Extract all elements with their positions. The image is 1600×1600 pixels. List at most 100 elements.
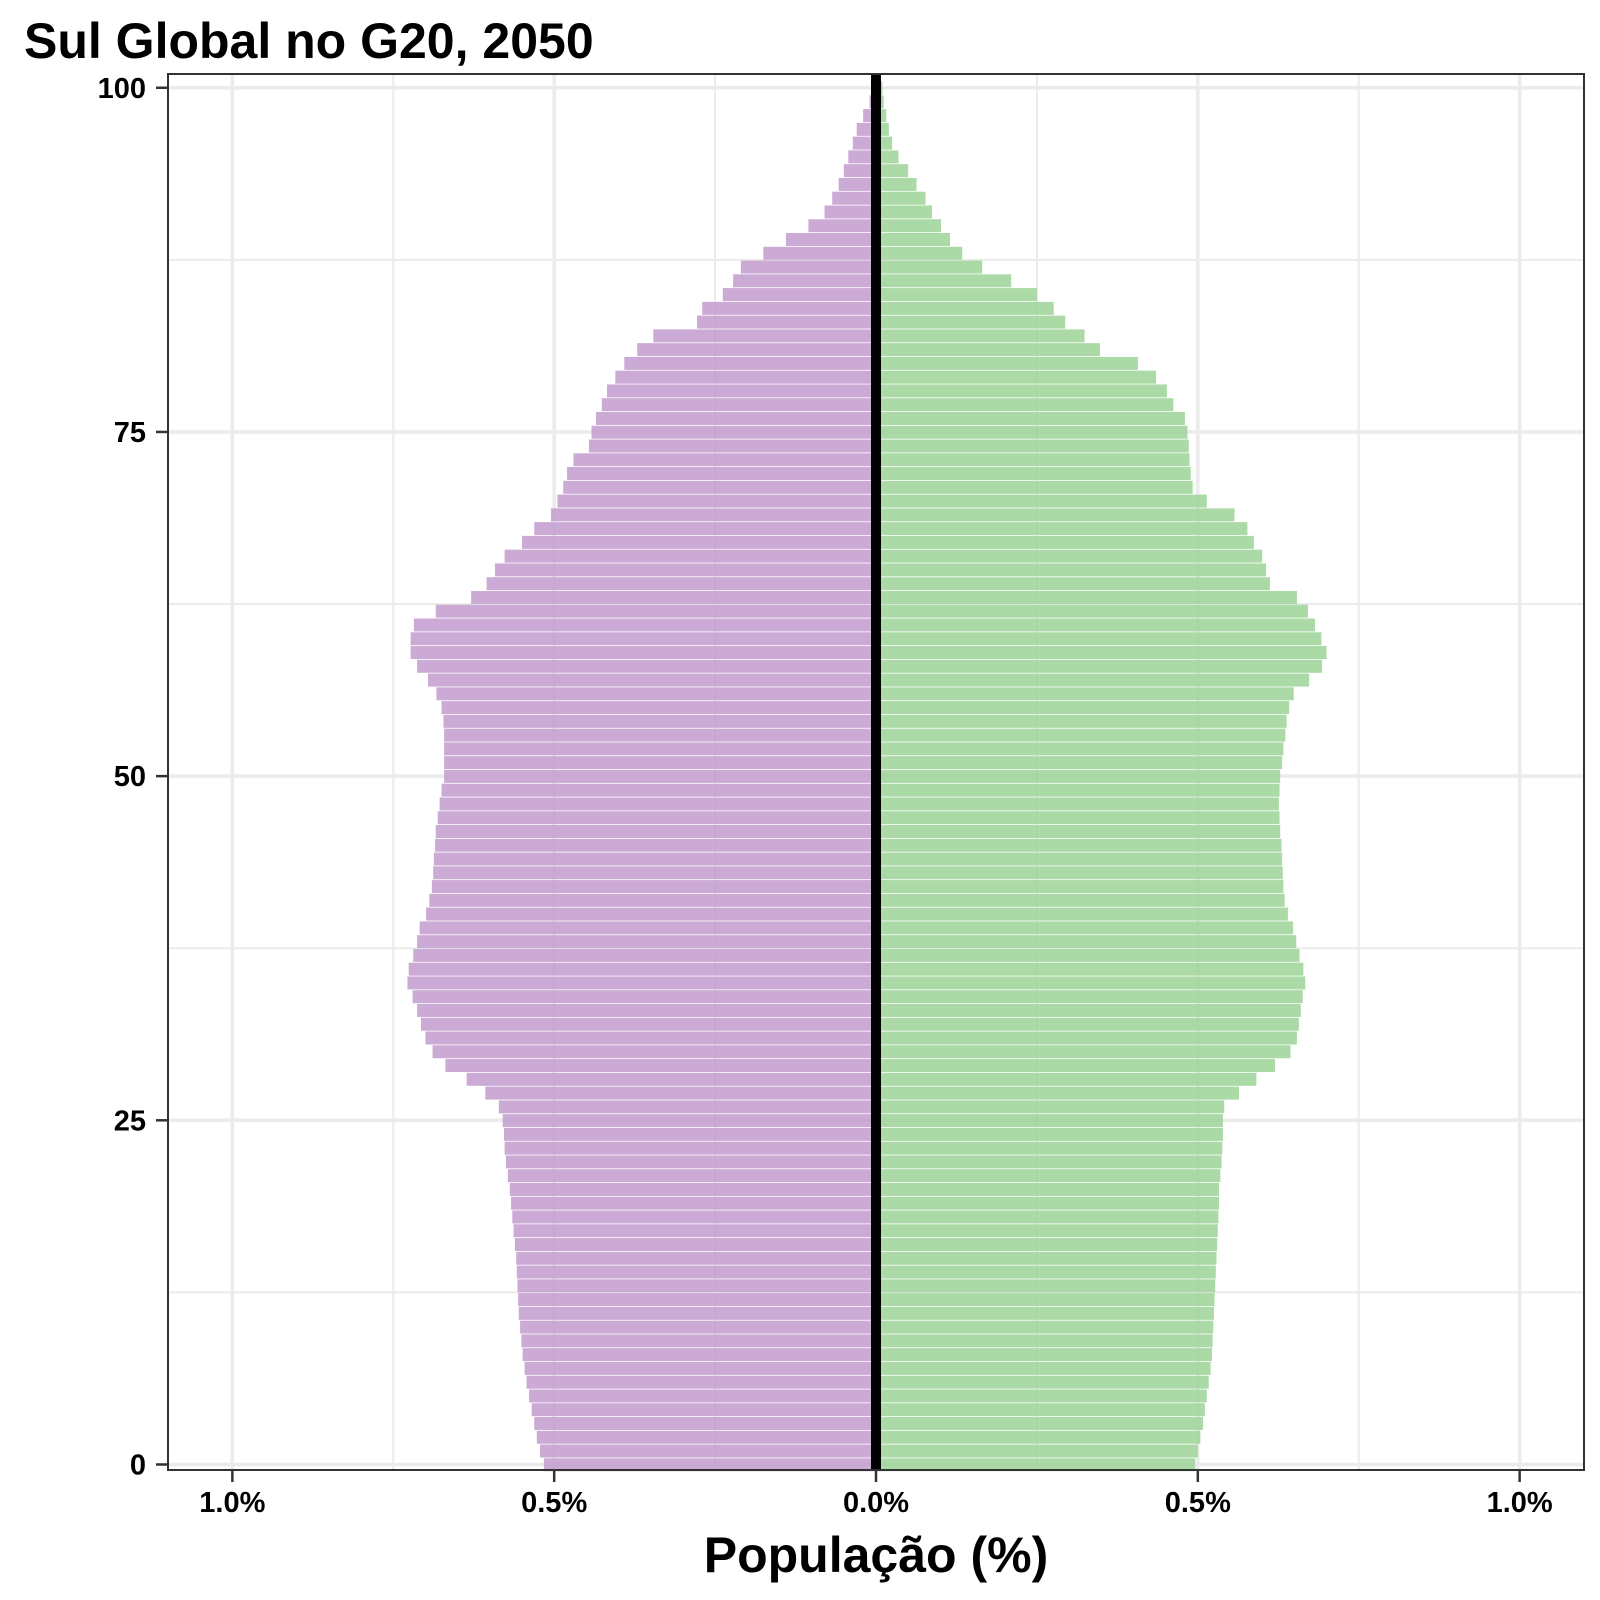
x-tick-label: 0.5%	[521, 1487, 587, 1519]
left-bar-age-16	[514, 1238, 876, 1252]
left-bar-age-40	[426, 907, 876, 921]
right-bar-age-28	[876, 1072, 1257, 1086]
right-bar-age-47	[876, 811, 1280, 825]
left-bar-age-93	[838, 177, 876, 191]
right-bar-age-94	[876, 164, 909, 178]
right-bar-age-32	[876, 1017, 1299, 1031]
left-bar-age-96	[852, 136, 876, 150]
left-bar-age-31	[425, 1031, 876, 1045]
right-bar-age-22	[876, 1155, 1222, 1169]
right-bar-age-0	[876, 1458, 1196, 1472]
right-bar-age-73	[876, 453, 1190, 467]
right-bar-age-30	[876, 1045, 1291, 1059]
left-bar-age-29	[445, 1059, 876, 1073]
right-bar-age-74	[876, 439, 1189, 453]
left-bar-age-89	[785, 233, 876, 247]
left-bar-age-83	[697, 315, 876, 329]
left-bar-age-26	[498, 1100, 876, 1114]
left-bar-age-65	[494, 563, 876, 577]
right-bar-age-25	[876, 1114, 1223, 1128]
left-bar-age-67	[522, 535, 876, 549]
right-bar-age-36	[876, 962, 1304, 976]
left-bar-age-47	[437, 811, 876, 825]
right-bar-age-50	[876, 769, 1281, 783]
right-bar-age-13	[876, 1279, 1216, 1293]
left-bar-age-6	[526, 1375, 876, 1389]
left-bar-age-76	[596, 411, 876, 425]
right-bar-age-15	[876, 1251, 1217, 1265]
right-bar-age-7	[876, 1361, 1211, 1375]
left-bar-age-84	[702, 301, 876, 315]
y-tick-label: 100	[98, 73, 146, 105]
right-bar-age-46	[876, 825, 1281, 838]
right-bar-age-78	[876, 384, 1167, 398]
left-bar-age-79	[615, 370, 876, 384]
left-bar-age-38	[417, 935, 876, 949]
right-bar-age-58	[876, 659, 1323, 673]
right-bar-age-33	[876, 1003, 1301, 1017]
left-bar-age-30	[432, 1045, 876, 1059]
right-bar-age-88	[876, 246, 963, 260]
left-bar-age-87	[740, 260, 876, 274]
left-bar-age-61	[413, 618, 876, 632]
x-axis-title: População (%)	[704, 1527, 1048, 1583]
left-bar-age-58	[417, 659, 876, 673]
left-bar-age-3	[534, 1416, 876, 1430]
right-bar-age-54	[876, 714, 1287, 728]
left-bar-age-72	[567, 467, 876, 481]
right-bar-age-71	[876, 480, 1193, 494]
right-bar-age-81	[876, 343, 1100, 357]
right-bar-age-11	[876, 1306, 1214, 1320]
right-bar-age-4	[876, 1403, 1205, 1417]
left-bar-age-10	[520, 1320, 876, 1334]
right-bar-age-2	[876, 1430, 1201, 1444]
right-bar-age-66	[876, 549, 1263, 563]
right-bar-age-80	[876, 356, 1138, 370]
left-bar-age-35	[407, 976, 876, 990]
right-bar-age-85	[876, 288, 1037, 302]
right-bar-age-9	[876, 1334, 1213, 1348]
left-bar-age-13	[517, 1279, 876, 1293]
right-bar-age-17	[876, 1224, 1218, 1238]
chart-title: Sul Global no G20, 2050	[24, 13, 594, 69]
left-bar-age-69	[550, 508, 876, 522]
right-bar-age-31	[876, 1031, 1297, 1045]
left-bar-age-20	[509, 1182, 876, 1196]
right-bar-age-90	[876, 219, 942, 233]
right-bar-age-42	[876, 880, 1284, 894]
left-bar-age-94	[843, 164, 876, 178]
axes: 0 25 50 75 100 1.0% 0.5% 0.0% 0.5% 1.0%	[98, 73, 1553, 1519]
right-bar-age-44	[876, 852, 1283, 866]
right-bar-age-51	[876, 756, 1283, 770]
left-bar-age-33	[417, 1003, 876, 1017]
right-bar-age-86	[876, 274, 1012, 288]
left-bar-age-52	[444, 742, 876, 756]
left-bar-age-37	[413, 948, 876, 962]
right-bar-age-14	[876, 1265, 1216, 1279]
right-bar-age-68	[876, 522, 1248, 536]
right-bar-age-18	[876, 1210, 1219, 1224]
right-bar-age-38	[876, 935, 1297, 949]
left-bar-age-73	[573, 453, 876, 467]
left-bar-age-49	[441, 783, 876, 797]
right-bar-age-77	[876, 398, 1174, 412]
left-bar-age-60	[410, 632, 876, 646]
left-bar-age-36	[408, 962, 876, 976]
left-bar-age-78	[606, 384, 876, 398]
right-bar-age-67	[876, 535, 1254, 549]
left-bar-age-42	[431, 880, 876, 894]
left-bar-age-25	[502, 1114, 876, 1128]
right-bar-age-43	[876, 866, 1283, 880]
left-bar-age-34	[412, 990, 876, 1004]
left-bar-age-1	[540, 1444, 876, 1458]
left-bar-age-63	[471, 590, 876, 604]
y-tick-label: 50	[114, 761, 146, 793]
left-bar-age-74	[588, 439, 876, 453]
right-bar-age-55	[876, 701, 1290, 715]
right-bar-age-75	[876, 425, 1188, 439]
left-bar-age-44	[433, 852, 876, 866]
right-bar-age-37	[876, 948, 1300, 962]
left-bar-age-55	[441, 701, 876, 715]
left-bar-age-91	[824, 205, 876, 219]
